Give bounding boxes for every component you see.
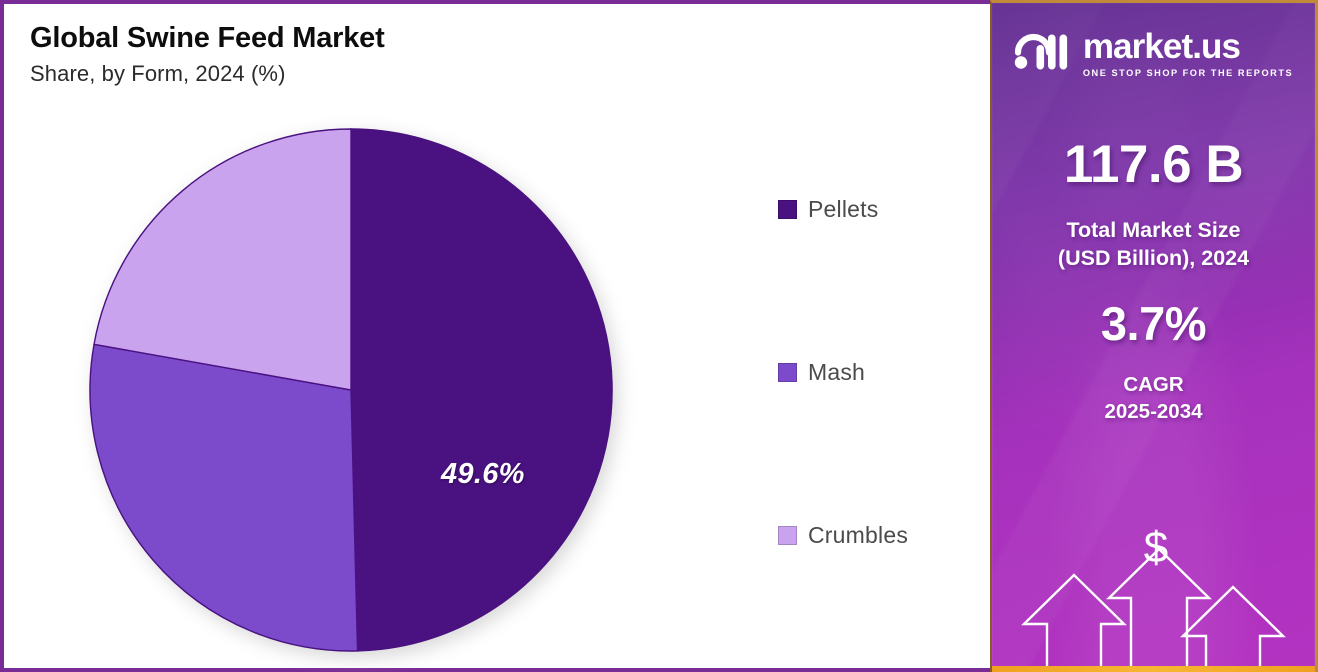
cagr-caption: CAGR 2025-2034	[1104, 371, 1202, 426]
pie-slice-mash[interactable]	[89, 343, 359, 652]
cagr-range: 2025-2034	[1104, 400, 1203, 424]
pie-slice-crumbles[interactable]	[93, 128, 352, 391]
dollar-sign-icon: $	[1143, 523, 1169, 572]
legend-label-mash: Mash	[808, 358, 866, 385]
branding-stats-panel: market.us ONE STOP SHOP FOR THE REPORTS …	[990, 0, 1318, 672]
legend-label-crumbles: Crumbles	[808, 521, 909, 548]
pie-slice-pellets[interactable]	[350, 128, 613, 652]
logo-wordmark: market.us	[1082, 27, 1241, 66]
legend-swatch-icon-pellets	[778, 199, 797, 219]
growth-arrows-graphic: $	[992, 512, 1315, 672]
pie-chart: 49.6%	[89, 128, 618, 658]
caption-line-1: Total Market Size	[1066, 218, 1241, 242]
arrow-up-icon-center	[1106, 547, 1212, 672]
caption-line-2: (USD Billion), 2024	[1057, 245, 1250, 270]
legend-swatch-icon-mash	[778, 362, 797, 382]
legend-label-pellets: Pellets	[808, 195, 879, 222]
cagr-value: 3.7%	[1100, 297, 1207, 351]
brand-logo[interactable]: market.us ONE STOP SHOP FOR THE REPORTS	[1014, 29, 1293, 78]
pie-slices	[89, 128, 613, 652]
panel-content: market.us ONE STOP SHOP FOR THE REPORTS …	[992, 3, 1315, 672]
legend-swatch-icon-crumbles	[778, 525, 797, 545]
pie-slice-label-pellets: 49.6%	[441, 458, 525, 490]
logo-tagline: ONE STOP SHOP FOR THE REPORTS	[1082, 68, 1294, 78]
arrow-up-icon-left	[1021, 573, 1127, 672]
chart-legend: Pellets Mash Crumbles	[778, 194, 978, 550]
legend-item-crumbles[interactable]: Crumbles	[778, 520, 978, 550]
page-title: Global Swine Feed Market	[30, 22, 385, 54]
panel-accent-bar	[992, 666, 1315, 672]
title-block: Global Swine Feed Market Share, by Form,…	[30, 22, 385, 87]
total-market-size-value: 117.6 B	[1063, 135, 1244, 194]
chart-subtitle: Share, by Form, 2024 (%)	[30, 61, 286, 87]
arrow-up-icon-right	[1180, 585, 1286, 672]
cagr-label: CAGR	[1123, 373, 1184, 397]
chart-panel: Global Swine Feed Market Share, by Form,…	[0, 0, 990, 672]
panel-gradient-overlay	[992, 3, 1315, 672]
market-us-logo-icon	[1014, 30, 1074, 77]
legend-item-pellets[interactable]: Pellets	[778, 194, 978, 224]
legend-item-mash[interactable]: Mash	[778, 357, 978, 387]
total-market-size-caption: Total Market Size (USD Billion), 2024	[1058, 217, 1249, 272]
